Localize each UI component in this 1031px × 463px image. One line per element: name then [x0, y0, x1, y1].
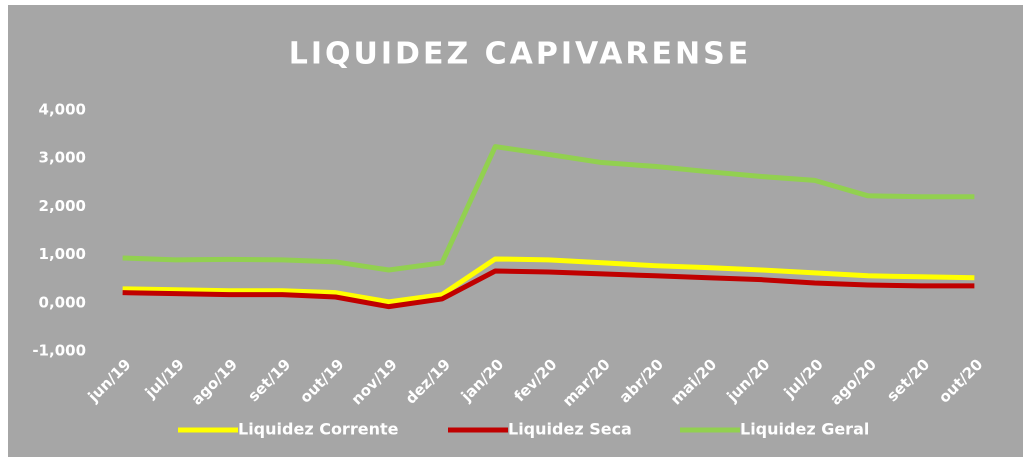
legend-label: Liquidez Corrente: [238, 420, 399, 439]
legend-label: Liquidez Geral: [740, 420, 869, 439]
legend-label: Liquidez Seca: [508, 420, 632, 439]
y-tick-label: 1,000: [39, 245, 86, 263]
line-series: [122, 256, 975, 305]
y-tick-label: -1,000: [32, 342, 86, 360]
line-series: [122, 268, 975, 310]
chart-background: [8, 5, 1023, 457]
y-tick-label: 4,000: [39, 101, 86, 119]
chart-title: LIQUIDEZ CAPIVARENSE: [289, 37, 751, 72]
y-tick-label: 0,000: [39, 293, 86, 311]
line-series: [122, 144, 975, 273]
y-tick-label: 3,000: [39, 149, 86, 167]
y-tick-label: 2,000: [39, 197, 86, 215]
